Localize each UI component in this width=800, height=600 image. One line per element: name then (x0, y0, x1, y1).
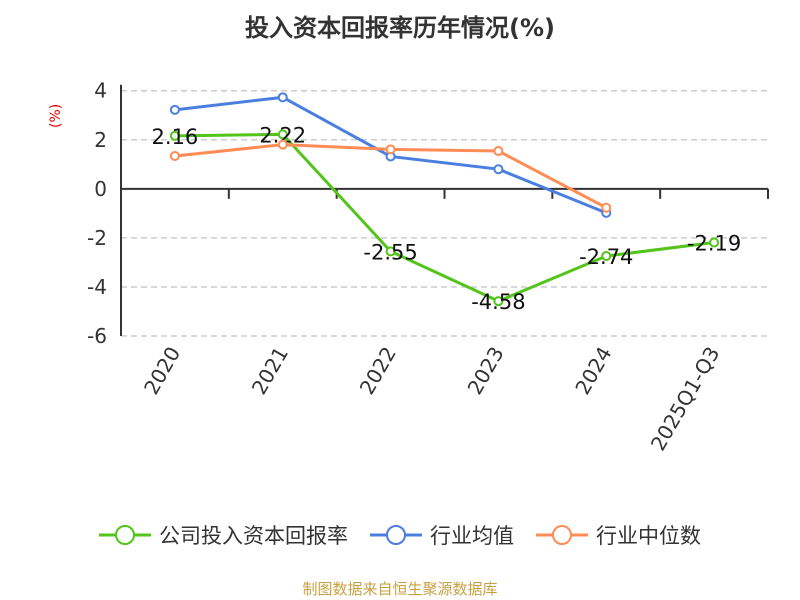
data-point (277, 92, 288, 103)
legend-label: 公司投入资本回报率 (159, 524, 348, 548)
y-tick-label: -4 (87, 275, 107, 299)
data-point (493, 296, 504, 307)
legend-marker-icon (536, 525, 588, 545)
series-line (174, 132, 715, 303)
x-tick-label: 2024 (570, 343, 616, 399)
legend-label: 行业中位数 (596, 524, 701, 548)
x-tick-label: 2020 (139, 343, 185, 399)
data-point (385, 246, 396, 257)
data-point (709, 237, 720, 248)
data-point (277, 139, 288, 150)
data-point (493, 146, 504, 157)
legend-item[interactable]: 行业均值 (370, 520, 514, 550)
x-tick-label: 2023 (463, 342, 509, 398)
legend-label: 行业均值 (430, 524, 514, 548)
data-label: 2.16 (152, 125, 199, 149)
data-point (601, 202, 612, 213)
y-tick-label: 4 (94, 79, 107, 103)
x-tick-label: 2022 (355, 343, 401, 399)
data-point (169, 104, 180, 115)
y-tick-label: 2 (94, 128, 107, 152)
y-tick-label: -2 (87, 226, 107, 250)
data-point (493, 164, 504, 175)
data-point (277, 129, 288, 140)
chart-title: 投入资本回报率历年情况(%) (245, 14, 555, 42)
data-point (385, 144, 396, 155)
source-note: 制图数据来自恒生聚源数据库 (302, 580, 498, 598)
data-label: -2.74 (579, 245, 633, 269)
data-point (601, 251, 612, 262)
y-tick-label: 0 (94, 177, 107, 201)
data-point (169, 150, 180, 161)
legend-item[interactable]: 行业中位数 (536, 520, 701, 550)
legend-item[interactable]: 公司投入资本回报率 (99, 520, 348, 550)
x-tick-label: 2025Q1-Q3 (646, 343, 725, 455)
data-label: -2.19 (687, 232, 741, 256)
data-label: -4.58 (471, 290, 525, 314)
legend: 公司投入资本回报率 行业均值 行业中位数 (0, 520, 800, 550)
x-tick-label: 2021 (247, 343, 293, 399)
data-point (169, 130, 180, 141)
data-label: -2.55 (363, 240, 417, 264)
legend-marker-icon (99, 525, 151, 545)
y-tick-label: -6 (87, 324, 107, 348)
legend-marker-icon (370, 525, 422, 545)
